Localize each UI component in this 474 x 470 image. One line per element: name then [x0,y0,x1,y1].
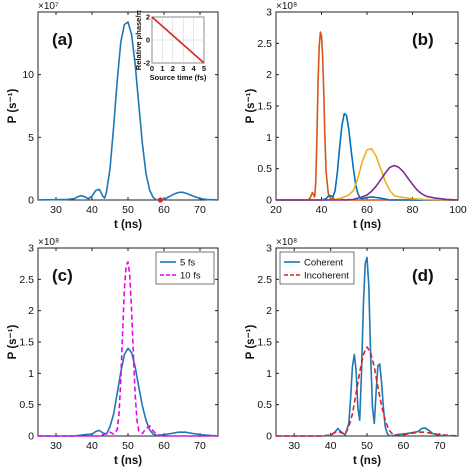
y-tick-label: 1.5 [257,101,272,113]
legend: 5 fs 10 fs [155,251,215,285]
inset-y-axis-label: Relative phase/π [134,10,143,71]
inset-x-axis-label: Source time (fs) [150,73,207,82]
panel-label: (c) [52,266,73,285]
y-tick-label: 2.5 [19,274,34,286]
y-axis-label: P (s⁻¹) [7,325,19,360]
x-tick-label: 40 [86,440,98,452]
y-tick-label: 0.5 [257,163,272,175]
y-axis-label: P (s⁻¹) [245,325,257,360]
series-line-2 [276,346,459,437]
y-tick-label: 0 [28,431,34,443]
x-tick-label: 80 [407,204,419,216]
panel-label: (b) [412,30,434,49]
y-tick-label: 1.5 [19,337,34,349]
y-tick-label: 1 [266,132,272,144]
y-tick-label: 0 [266,195,272,207]
y-tick-label: 3 [28,243,34,255]
y-tick-label: 0.5 [19,399,34,411]
y-tick-label: 1 [28,368,34,380]
inset-x-tick-label: 1 [160,64,164,73]
legend-label: 5 fs [180,258,196,269]
series-line-4 [276,164,459,201]
y-tick-label: 2.5 [257,38,272,50]
inset-x-tick-label: 4 [192,64,197,73]
y-tick-label: 3 [266,243,272,255]
plot-frame [275,11,459,201]
x-tick-label: 70 [194,204,206,216]
x-tick-label: 60 [158,440,170,452]
x-tick-label: 70 [194,440,206,452]
series-line-2 [276,112,458,201]
legend-box [279,251,355,285]
y-tick-label: 2 [266,305,272,317]
series-line-3 [276,147,459,201]
x-tick-label: 50 [122,204,134,216]
y-tick-label: 0 [28,195,34,207]
x-axis-label: t (ns) [114,219,142,231]
x-tick-label: 30 [50,204,62,216]
y-axis-label: P (s⁻¹) [245,89,257,124]
y-axis-label: P (s⁻¹) [7,89,19,124]
x-axis-label: t (ns) [353,219,381,231]
inset-y-tick-label: 2 [146,13,150,22]
x-tick-label: 70 [434,440,446,452]
inset-phase-line [151,16,205,64]
x-tick-label: 30 [288,440,300,452]
panel-2: 20 40 60 80 100 0 0.5 1 1.5 2 2.5 3 t (ns) P (s⁻¹) ×10… [245,1,467,231]
legend-label: 10 fs [180,271,201,282]
y-tick-label: 1.5 [257,337,272,349]
x-tick-label: 40 [86,204,98,216]
y-tick-label: 5 [28,132,34,144]
series-line-1 [38,347,219,437]
inset-y-tick-label: 0 [146,36,150,45]
legend-label: Incoherent [304,271,349,282]
axis-multiplier: ×10⁸ [276,1,297,12]
axis-multiplier: ×10⁸ [276,237,297,248]
marker-dot [157,197,163,203]
x-tick-label: 60 [158,204,170,216]
x-tick-label: 30 [50,440,62,452]
inset-x-tick-label: 5 [202,64,206,73]
x-tick-label: 40 [325,440,337,452]
x-tick-label: 60 [361,204,373,216]
inset-x-tick-label: 2 [171,64,175,73]
x-tick-label: 50 [361,440,373,452]
legend-box [155,251,215,285]
x-tick-label: 100 [449,204,467,216]
x-tick-label: 50 [122,440,134,452]
panel-label: (d) [412,266,434,285]
x-tick-label: 40 [316,204,328,216]
series-line-1 [37,21,219,201]
panel-3: 30 40 50 60 70 0 0.5 1 1.5 2 2.5 3 t (ns) P (s⁻¹) ×10⁸… [7,237,219,467]
x-axis-label: t (ns) [353,455,381,467]
axis-multiplier: ×10⁸ [38,237,59,248]
inset-x-tick-label: 0 [150,64,154,73]
y-tick-label: 1 [266,368,272,380]
y-tick-label: 3 [266,7,272,19]
panel-label: (a) [52,30,73,49]
x-tick-label: 60 [398,440,410,452]
x-tick-label: 20 [270,204,282,216]
y-tick-label: 10 [22,69,34,81]
y-tick-label: 0.5 [257,399,272,411]
axis-multiplier: ×10⁷ [38,1,59,12]
y-tick-label: 2.5 [257,274,272,286]
panel-4: 30 40 50 60 70 0 0.5 1 1.5 2 2.5 3 t (ns) P (s⁻¹) ×10⁸… [245,237,459,467]
y-tick-label: 2 [28,305,34,317]
inset-y-tick-label: -2 [143,59,150,68]
y-tick-label: 2 [266,69,272,81]
y-tick-label: 0 [266,431,272,443]
inset-x-tick-label: 3 [181,64,185,73]
x-axis-label: t (ns) [114,455,142,467]
legend-label: Coherent [304,258,343,269]
series-line-2 [38,260,218,437]
legend: Coherent Incoherent [279,251,355,285]
